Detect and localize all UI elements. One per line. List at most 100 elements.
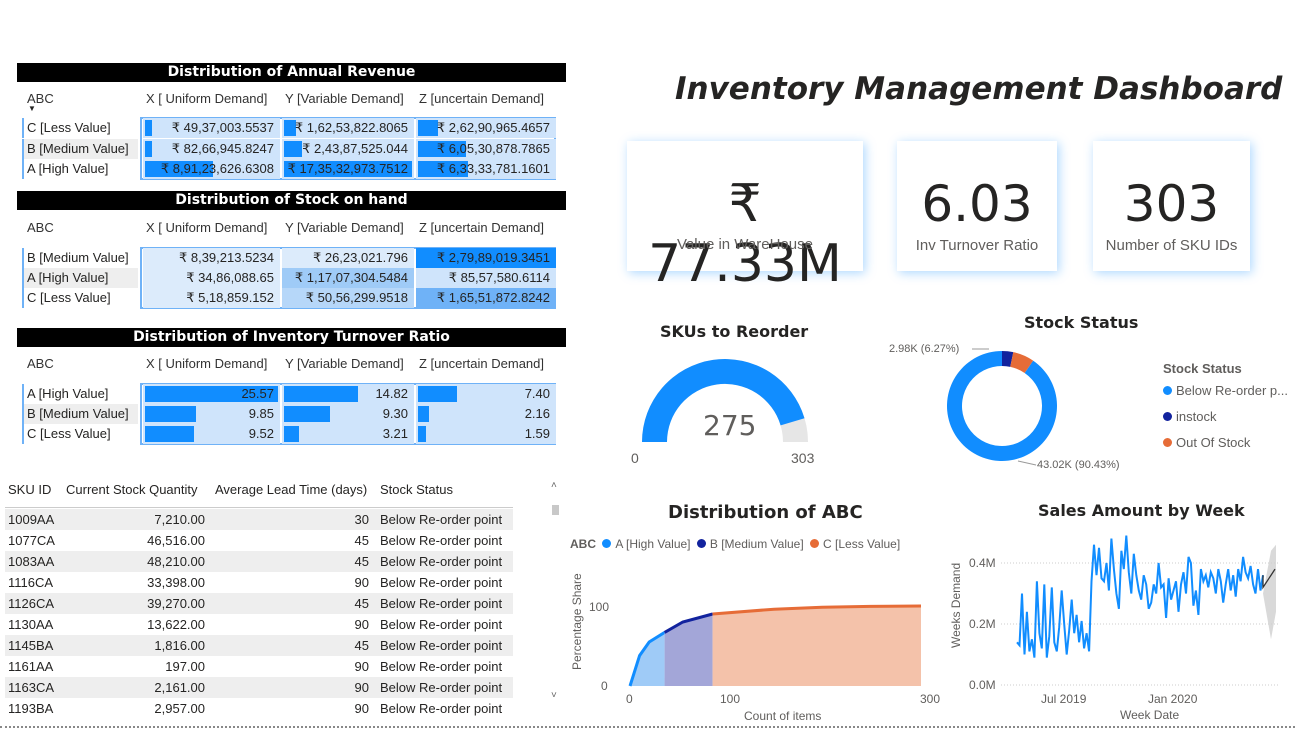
matrix-cell[interactable]: ₹ 1,17,07,304.5484 (282, 268, 414, 288)
table-row[interactable]: 1193BA 2,957.00 90 Below Re-order point (5, 698, 513, 719)
table-cell: 46,516.00 (147, 533, 205, 548)
matrix-cell[interactable]: ₹ 2,79,89,019.3451 (416, 248, 556, 268)
matrix-cell[interactable]: ₹ 85,57,580.6114 (416, 268, 556, 288)
abc-column-header[interactable]: ABC (27, 356, 54, 371)
matrix-cell[interactable]: ₹ 6,33,33,781.1601 (416, 159, 556, 179)
column-header[interactable]: X [ Uniform Demand] (146, 91, 268, 106)
row-label[interactable]: B [Medium Value] (22, 404, 138, 424)
matrix-cell[interactable]: ₹ 50,56,299.9518 (282, 288, 414, 308)
row-label[interactable]: B [Medium Value] (22, 248, 138, 268)
cell-value: ₹ 17,35,32,973.7512 (287, 161, 408, 176)
table-cell: 2,957.00 (154, 701, 205, 716)
area-series[interactable] (712, 606, 921, 686)
matrix-cell[interactable]: ₹ 8,91,23,626.6308 (143, 159, 280, 179)
table-row[interactable]: 1163CA 2,161.00 90 Below Re-order point (5, 677, 513, 698)
row-label[interactable]: C [Less Value] (22, 118, 138, 138)
donut-slice[interactable] (947, 351, 1057, 461)
row-label[interactable]: C [Less Value] (22, 424, 138, 444)
row-label[interactable]: A [High Value] (22, 268, 138, 288)
matrix-cell[interactable]: 2.16 (416, 404, 556, 424)
matrix-cell[interactable]: 9.30 (282, 404, 414, 424)
matrix-cell[interactable]: ₹ 49,37,003.5537 (143, 118, 280, 138)
legend-label: B [Medium Value] (709, 537, 804, 551)
table-row[interactable]: 1126CA 39,270.00 45 Below Re-order point (5, 593, 513, 614)
matrix-cell[interactable]: ₹ 17,35,32,973.7512 (282, 159, 414, 179)
table-cell: 45 (354, 533, 369, 548)
row-label[interactable]: B [Medium Value] (22, 139, 138, 159)
legend-dot (1163, 412, 1172, 421)
abc-column-header[interactable]: ABC (27, 220, 54, 235)
table-cell: 90 (354, 701, 369, 716)
legend-item-instock[interactable]: instock (1163, 409, 1216, 424)
table-row[interactable]: 1009AA 7,210.00 30 Below Re-order point (5, 509, 513, 530)
table-cell: 1009AA (8, 512, 55, 527)
table-row[interactable]: 1130AA 13,622.00 90 Below Re-order point (5, 614, 513, 635)
row-label[interactable]: A [High Value] (22, 384, 138, 404)
column-header[interactable]: Y [Variable Demand] (285, 356, 404, 371)
table-row[interactable]: 1116CA 33,398.00 90 Below Re-order point (5, 572, 513, 593)
matrix-cell[interactable]: ₹ 5,18,859.152 (143, 288, 280, 308)
col-header-stock-status[interactable]: Stock Status (380, 482, 453, 497)
column-header[interactable]: X [ Uniform Demand] (146, 220, 268, 235)
column-header[interactable]: Y [Variable Demand] (285, 91, 404, 106)
table-cell: 45 (354, 638, 369, 653)
legend-label: C [Less Value] (823, 537, 901, 551)
area-series[interactable] (664, 614, 713, 686)
matrix-cell[interactable]: ₹ 8,39,213.5234 (143, 248, 280, 268)
col-header-sku-id[interactable]: SKU ID (8, 482, 52, 497)
legend-item-b[interactable]: B [Medium Value] (696, 537, 804, 551)
data-bar (284, 141, 302, 157)
area-series[interactable] (630, 632, 665, 686)
sort-desc-icon[interactable]: ▼ (28, 104, 36, 113)
matrix-cell[interactable]: ₹ 34,86,088.65 (143, 268, 280, 288)
matrix-cell[interactable]: ₹ 26,23,021.796 (282, 248, 414, 268)
legend-label: Below Re-order p... (1176, 383, 1288, 398)
matrix-cell[interactable]: 9.52 (143, 424, 280, 444)
matrix-cell[interactable]: ₹ 1,65,51,872.8242 (416, 288, 556, 308)
scrollbar[interactable]: ˄ ˅ (550, 478, 562, 710)
cell-value: 9.30 (382, 406, 408, 421)
y-tick: 100 (589, 600, 609, 614)
row-label[interactable]: A [High Value] (22, 159, 138, 179)
scroll-down-icon[interactable]: ˅ (551, 690, 557, 701)
gauge-chart (642, 359, 808, 442)
column-header[interactable]: Z [uncertain Demand] (419, 91, 545, 106)
table-row[interactable]: 1083AA 48,210.00 45 Below Re-order point (5, 551, 513, 572)
table-cell: Below Re-order point (380, 617, 503, 632)
matrix-cell[interactable]: ₹ 82,66,945.8247 (143, 139, 280, 159)
table-row[interactable]: 1161AA 197.00 90 Below Re-order point (5, 656, 513, 677)
legend-item-out-of-stock[interactable]: Out Of Stock (1163, 435, 1250, 450)
scroll-up-icon[interactable]: ˄ (551, 480, 557, 491)
cell-value: ₹ 1,17,07,304.5484 (294, 270, 408, 285)
matrix-cell[interactable]: ₹ 2,62,90,965.4657 (416, 118, 556, 138)
donut-slice[interactable] (1002, 351, 1014, 367)
matrix-cell[interactable]: 14.82 (282, 384, 414, 404)
matrix-cell[interactable]: 1.59 (416, 424, 556, 444)
col-header-stock-qty[interactable]: Current Stock Quantity (66, 482, 198, 497)
abc-column-header[interactable]: ABC (27, 91, 54, 106)
col-header-lead-time[interactable]: Average Lead Time (days) (215, 482, 368, 497)
table-row[interactable]: 1077CA 46,516.00 45 Below Re-order point (5, 530, 513, 551)
cell-value: ₹ 1,65,51,872.8242 (436, 290, 550, 305)
matrix-cell[interactable]: ₹ 6,05,30,878.7865 (416, 139, 556, 159)
matrix-cell[interactable]: ₹ 1,62,53,822.8065 (282, 118, 414, 138)
column-header[interactable]: Z [uncertain Demand] (419, 220, 545, 235)
column-header[interactable]: Z [uncertain Demand] (419, 356, 545, 371)
donut-slice[interactable] (1010, 352, 1034, 374)
row-label[interactable]: C [Less Value] (22, 288, 138, 308)
legend-item-a[interactable]: A [High Value] (602, 537, 691, 551)
matrix-cell[interactable]: 3.21 (282, 424, 414, 444)
column-header[interactable]: Y [Variable Demand] (285, 220, 404, 235)
matrix-cell[interactable]: 7.40 (416, 384, 556, 404)
x-tick: Jul 2019 (1041, 692, 1087, 706)
column-header[interactable]: X [ Uniform Demand] (146, 356, 268, 371)
data-bar (418, 426, 427, 442)
table-row[interactable]: 1145BA 1,816.00 45 Below Re-order point (5, 635, 513, 656)
page-bottom-divider (0, 726, 1295, 728)
matrix-cell[interactable]: 9.85 (143, 404, 280, 424)
legend-item-below-reorder[interactable]: Below Re-order p... (1163, 383, 1288, 398)
legend-item-c[interactable]: C [Less Value] (810, 537, 900, 551)
matrix-cell[interactable]: 25.57 (143, 384, 280, 404)
matrix-cell[interactable]: ₹ 2,43,87,525.044 (282, 139, 414, 159)
scroll-thumb[interactable] (552, 505, 559, 515)
